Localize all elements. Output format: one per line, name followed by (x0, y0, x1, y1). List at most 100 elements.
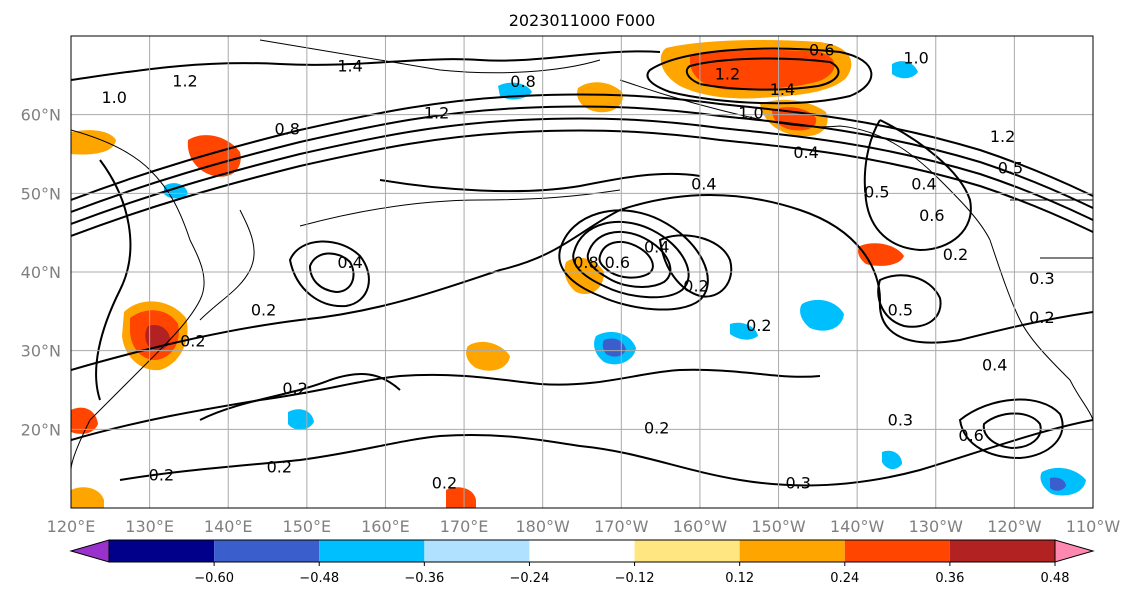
contour-label: 0.4 (691, 174, 716, 193)
colorbar-extend-low (69, 539, 110, 563)
contour-label: 0.2 (282, 379, 307, 398)
x-tick-label: 170°E (440, 517, 489, 536)
contour-label: 0.5 (888, 300, 913, 319)
contour-label: 0.6 (958, 426, 983, 445)
colorbar-tick-label: 0.36 (935, 571, 964, 586)
contour-alaska-inner (685, 57, 840, 91)
shade-blue-hawaii (288, 409, 314, 430)
contour-jet-2 (71, 105, 1093, 213)
x-tick-label: 140°E (204, 517, 253, 536)
contour-subtrop-1 (71, 194, 1093, 371)
contour-pac-1 (379, 172, 701, 193)
shade-south-orange (446, 487, 476, 508)
contour-west-low-2 (308, 252, 355, 294)
colorbar: −0.60 −0.48 −0.36 −0.24 −0.12 0.12 0.24 0.36 0.4… (69, 539, 1095, 586)
grid-lines (71, 36, 1093, 508)
x-tick-label: 160°E (361, 517, 410, 536)
shade-south-west-orange (71, 487, 104, 508)
colorbar-segment (844, 540, 950, 562)
contour-label: 0.3 (1029, 269, 1054, 288)
coast-siberia (259, 39, 601, 74)
contour-west-low (288, 240, 370, 308)
contour-label: 0.5 (864, 182, 889, 201)
coast-na-west (989, 239, 1093, 421)
contour-label: 0.3 (785, 473, 810, 492)
x-tick-label: 170°W (594, 517, 649, 536)
contour-label: 0.4 (793, 143, 818, 162)
contour-southeast (958, 398, 1064, 460)
contour-label: 1.2 (424, 104, 449, 123)
colorbar-extend-high (1054, 539, 1095, 563)
contour-west-edge (95, 159, 132, 401)
colorbar-tick-label: 0.24 (830, 571, 859, 586)
contour-loop-east (658, 234, 733, 298)
colorbar-segment (109, 540, 215, 562)
contour-label: 0.4 (911, 174, 936, 193)
contour-label: 1.4 (337, 56, 362, 75)
contour-label: 1.4 (770, 80, 795, 99)
x-tick-label: 110°W (1066, 517, 1121, 536)
contour-label: 0.8 (510, 72, 535, 91)
coast-aleutians (299, 189, 621, 227)
contour-jet-3 (71, 117, 1093, 225)
contour-label: 0.8 (573, 253, 598, 272)
x-tick-label: 180°W (516, 517, 571, 536)
contour-east-1 (863, 119, 972, 252)
contour-label: 0.6 (919, 206, 944, 225)
x-axis-ticks: 120°E 130°E 140°E 150°E 160°E 170°E 180°W 170°W… (47, 517, 1121, 536)
x-tick-label: 150°E (283, 517, 332, 536)
shade-blue-mid (730, 322, 758, 340)
contour-label: 0.4 (337, 253, 362, 272)
colorbar-tick-label: −0.48 (299, 571, 339, 586)
y-tick-label: 40°N (21, 263, 61, 282)
contour-lines (71, 47, 1093, 487)
contour-label: 0.3 (888, 410, 913, 429)
x-tick-label: 150°W (751, 517, 806, 536)
contour-label: 0.2 (746, 316, 771, 335)
contour-label: 0.4 (644, 237, 669, 256)
contour-pac-2 (199, 373, 401, 421)
contour-south-1 (119, 419, 1093, 487)
x-tick-label: 160°W (673, 517, 728, 536)
contour-label: 0.6 (605, 253, 630, 272)
contour-label: 1.2 (990, 127, 1015, 146)
chart-title: 2023011000 F000 (509, 11, 656, 30)
contour-label: 0.2 (1029, 308, 1054, 327)
contour-alaska (646, 47, 873, 105)
colorbar-segment (529, 540, 635, 562)
x-tick-label: 130°W (909, 517, 964, 536)
contour-label: 0.2 (644, 418, 669, 437)
contour-label: 0.4 (982, 355, 1007, 374)
shade-purple-core (602, 338, 626, 357)
shade-blue-east (800, 299, 844, 331)
colorbar-tick-label: −0.36 (404, 571, 444, 586)
contour-jet-4 (71, 129, 1093, 237)
colorbar-segment (319, 540, 425, 562)
x-tick-label: 120°E (47, 517, 96, 536)
contour-jet-1 (71, 93, 1093, 201)
contour-label: 0.2 (943, 245, 968, 264)
colorbar-segment (949, 540, 1055, 562)
contour-label: 0.2 (267, 458, 292, 477)
contour-label: 0.2 (149, 465, 174, 484)
contour-labels: 1.2 1.4 0.8 0.8 1.0 1.2 1.2 1.4 0.6 1.0 1.0 0.4 0.4 1… (102, 41, 1055, 493)
colorbar-frame (108, 539, 1056, 563)
x-tick-label: 120°W (987, 517, 1042, 536)
y-axis-ticks: 60°N 50°N 40°N 30°N 20°N (21, 106, 61, 440)
colorbar-tick-label: −0.60 (194, 571, 234, 586)
colorbar-tick-label: 0.12 (725, 571, 754, 586)
colorbar-tick-label: −0.24 (510, 571, 550, 586)
shade-blue-southeast-core (1050, 477, 1066, 491)
contour-label: 0.5 (998, 159, 1023, 178)
contour-east-2 (877, 274, 942, 328)
shade-mid-orange (466, 341, 510, 371)
y-tick-label: 20°N (21, 420, 61, 439)
coast-alaska (619, 79, 991, 241)
plot-frame (70, 35, 1094, 509)
contour-label: 0.2 (432, 473, 457, 492)
shade-sw-red (71, 407, 98, 434)
y-tick-label: 60°N (21, 106, 61, 125)
contour-loop-4 (598, 240, 654, 279)
contour-north-1 (71, 50, 661, 81)
